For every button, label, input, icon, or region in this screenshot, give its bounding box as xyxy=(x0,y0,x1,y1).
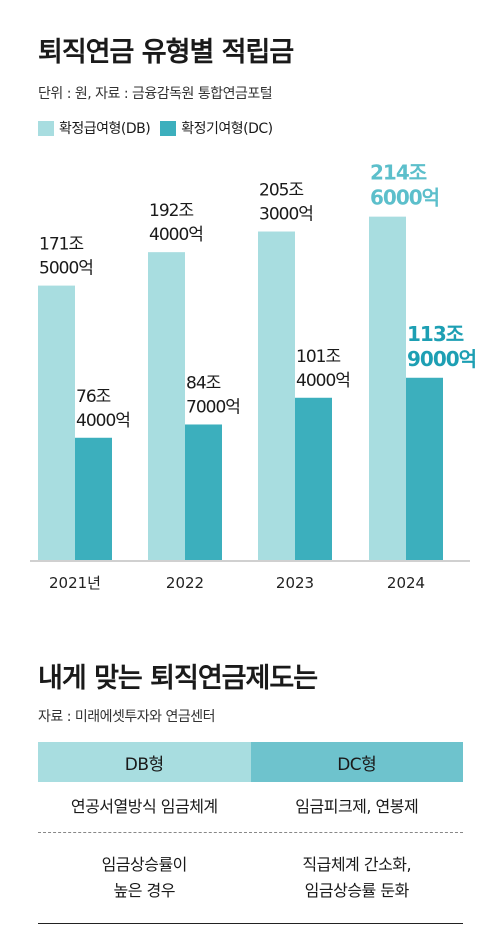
x-tick-label-3: 2024 xyxy=(387,574,425,592)
table-row: 임금상승률이 높은 경우 직급체계 간소화, 임금상승률 둔화 xyxy=(38,833,463,924)
header-dc: DC형 xyxy=(250,742,463,782)
legend-swatch-dc xyxy=(160,120,177,136)
cell-dc-row1: 임금피크제, 연봉제 xyxy=(295,797,419,816)
bar-dc-0 xyxy=(75,437,112,560)
bar-db-3 xyxy=(369,216,406,560)
x-tick-label-0: 2021년 xyxy=(49,574,101,592)
table-row: 연공서열방식 임금체계 임금피크제, 연봉제 xyxy=(38,782,463,833)
cell-dc-row2: 직급체계 간소화, 임금상승률 둔화 xyxy=(302,855,412,900)
bar-db-2 xyxy=(258,231,295,560)
legend-label-dc: 확정기여형(DC) xyxy=(181,121,273,137)
cell-db-row2: 임금상승률이 높은 경우 xyxy=(101,855,188,900)
bar-chart: 171조 5000억 192조 4000억 205조 3000억 214조 6000억 76조 4… xyxy=(30,161,477,592)
data-label-dc-1: 84조 7000억 xyxy=(186,373,240,417)
data-label-db-0: 171조 5000억 xyxy=(39,235,93,279)
data-label-db-1: 192조 4000억 xyxy=(149,201,203,245)
bar-dc-1 xyxy=(185,424,222,560)
cell-db-row1: 연공서열방식 임금체계 xyxy=(70,797,218,816)
data-label-dc-3: 113조 9000억 xyxy=(407,322,476,371)
bar-dc-2 xyxy=(295,397,332,560)
bar-db-1 xyxy=(148,252,185,560)
legend-item-dc: 확정기여형(DC) xyxy=(160,118,273,138)
chart-legend: 확정급여형(DB) 확정기여형(DC) xyxy=(38,118,283,138)
table-header: DB형 DC형 xyxy=(38,742,463,782)
table-source: 자료 : 미래에셋투자와 연금센터 xyxy=(38,709,216,725)
bar-db-0 xyxy=(38,285,75,560)
header-db: DB형 xyxy=(38,742,251,782)
legend-swatch-db xyxy=(38,120,54,136)
chart-source: 단위 : 원, 자료 : 금융감독원 통합연금포털 xyxy=(38,86,273,102)
data-label-dc-2: 101조 4000억 xyxy=(296,347,350,391)
chart-title: 퇴직연금 유형별 적립금 xyxy=(38,37,294,68)
data-label-dc-0: 76조 4000억 xyxy=(76,387,130,431)
legend-item-db: 확정급여형(DB) xyxy=(38,118,151,138)
legend-label-db: 확정급여형(DB) xyxy=(59,121,151,137)
x-tick-label-2: 2023 xyxy=(276,574,314,592)
data-label-db-3: 214조 6000억 xyxy=(370,161,439,210)
bar-dc-3 xyxy=(406,377,443,560)
x-tick-label-1: 2022 xyxy=(166,574,204,592)
comparison-table: DB형 DC형 연공서열방식 임금체계 임금피크제, 연봉제 임금상승률이 높은… xyxy=(38,742,463,924)
table-title: 내게 맞는 퇴직연금제도는 xyxy=(38,663,318,694)
data-label-db-2: 205조 3000억 xyxy=(259,181,313,225)
